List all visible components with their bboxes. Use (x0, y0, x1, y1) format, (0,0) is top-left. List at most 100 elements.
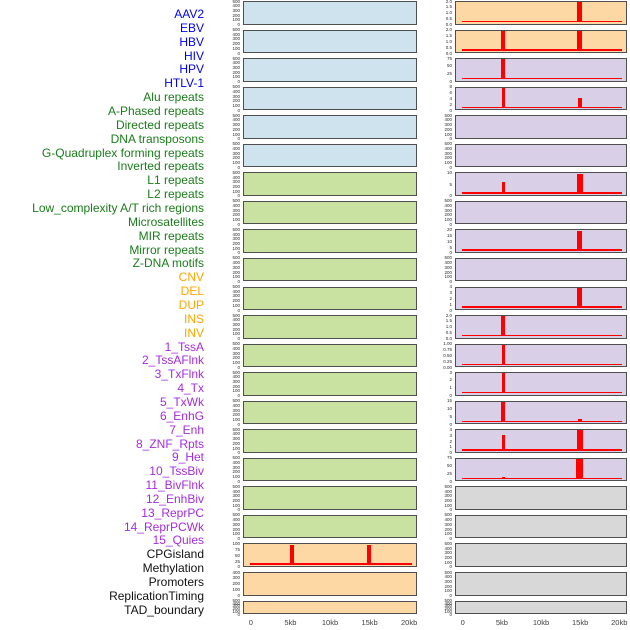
y-tick-label: 100 (444, 588, 452, 594)
track-panel-5-txwk (455, 172, 627, 196)
track-label-aav2: AAV2 (174, 7, 204, 21)
y-tick-label: 2.0 (445, 0, 452, 4)
y-tick-label: 5 (449, 413, 452, 419)
track-label-4-tx: 4_Tx (177, 381, 204, 396)
signal-baseline (461, 363, 623, 365)
track-panel-dna-transposons (243, 257, 417, 282)
y-tick-label: 500 (232, 112, 240, 118)
y-tick-label: 100 (444, 274, 452, 280)
y-tick-label: 500 (232, 483, 240, 489)
y-tick-label: 200 (444, 269, 452, 275)
y-tick-label: 300 (232, 321, 240, 327)
y-tick-label: 100 (232, 45, 240, 51)
y-tick-label: 200 (232, 412, 240, 418)
track-label-del: DEL (180, 284, 204, 299)
y-tick-label: 300 (444, 550, 452, 556)
y-tick-label: 300 (232, 93, 240, 99)
track-label-hiv: HIV (183, 48, 204, 63)
y-tick-label: 400 (232, 88, 240, 94)
track-label-5-txwk: 5_TxWk (159, 394, 204, 409)
y-tick-label: 300 (232, 179, 240, 185)
y-tick-label: 400 (232, 374, 240, 380)
track-label-14-reprpcwk: 14_ReprPCWk (123, 519, 204, 534)
track-label-3-txflnk: 3_TxFlnk (154, 367, 204, 382)
track-label-15-quies: 15_Quies (152, 533, 204, 548)
track-panel-tad-boundary (455, 600, 627, 615)
y-tick-label: 500 (232, 312, 240, 318)
y-tick-label: 75 (234, 546, 240, 552)
y-tick-label: 0 (449, 450, 452, 456)
track-panel-directed-repeats (243, 229, 417, 253)
y-tick-label: 4 (449, 284, 452, 289)
y-tick-label: 400 (232, 260, 240, 266)
track-panel-ins (455, 1, 627, 25)
track-label-13-reprpc: 13_ReprPC (141, 505, 204, 520)
y-tick-label: 300 (232, 603, 240, 609)
y-tick-label: 500 (232, 426, 240, 432)
track-label-microsatellites: Microsatellites (127, 214, 204, 229)
track-panel-hiv (243, 86, 417, 111)
y-tick-label: 0 (237, 278, 240, 284)
y-tick-label: 0 (449, 278, 452, 284)
y-tick-label: 400 (232, 569, 240, 575)
track-panel-6-enhg (455, 200, 627, 225)
track-panel-mir-repeats (243, 457, 417, 482)
signal-spike (577, 418, 582, 422)
y-tick-label: 300 (232, 436, 240, 442)
y-tick-label: 200 (232, 12, 240, 18)
track-panel-2-tssaflnk (455, 86, 627, 111)
y-tick-label: 100 (232, 445, 240, 451)
y-tick-label: 200 (444, 583, 452, 589)
track-panel-promoters (455, 543, 627, 567)
track-label-10-tssbiv: 10_TssBiv (149, 464, 204, 479)
y-tick-label: 25 (234, 558, 240, 564)
y-tick-label: 200 (232, 69, 240, 75)
y-tick-label: 0.00 (443, 364, 452, 370)
y-tick-label: 200 (232, 155, 240, 161)
y-tick-label: 0 (237, 478, 240, 484)
track-panel-14-reprpcwk (455, 429, 627, 453)
y-tick-label: 500 (232, 455, 240, 461)
y-tick-label: 100 (232, 608, 240, 614)
signal-baseline (461, 49, 623, 51)
y-tick-label: 10 (446, 238, 452, 244)
signal-spike (577, 2, 583, 23)
y-tick-label: 400 (232, 345, 240, 351)
y-tick-label: 500 (444, 512, 452, 518)
y-tick-label: 20 (446, 226, 452, 232)
y-tick-label: 100 (444, 608, 452, 614)
signal-spike (577, 230, 583, 251)
signal-baseline (461, 78, 623, 80)
track-label-7-enh: 7_Enh (169, 422, 204, 437)
y-tick-label: 0 (237, 507, 240, 513)
y-tick-label: 8 (449, 84, 452, 90)
signal-spike (367, 544, 372, 565)
y-tick-label: 0 (237, 336, 240, 342)
y-tick-label: 0 (449, 107, 452, 113)
y-tick-label: 300 (444, 207, 452, 213)
y-tick-label: 0 (237, 193, 240, 199)
y-tick-label: 400 (232, 31, 240, 37)
y-tick-label: 300 (444, 493, 452, 499)
y-tick-label: 0 (237, 593, 240, 598)
track-label-tad-boundary: TAD_boundary (124, 602, 204, 617)
signal-baseline (461, 334, 623, 337)
track-label-directed-repeats: Directed repeats (115, 117, 204, 132)
y-tick-label: 400 (444, 145, 452, 151)
signal-spike (577, 30, 583, 51)
y-tick-label: 2 (449, 295, 452, 301)
y-tick-label: 500 (232, 598, 240, 604)
track-label-alu-repeats: Alu repeats (143, 90, 204, 105)
y-tick-label: 0 (449, 79, 452, 85)
y-tick-label: 0 (449, 421, 452, 427)
y-tick-label: 500 (232, 27, 240, 33)
y-tick-label: 100 (232, 331, 240, 337)
signal-baseline (461, 249, 623, 251)
y-tick-label: 400 (444, 600, 452, 606)
y-tick-label: 200 (232, 241, 240, 246)
track-panel-ebv (243, 29, 417, 54)
signal-baseline (461, 192, 623, 194)
y-tick-label: 0.50 (443, 352, 452, 358)
signal-spike (577, 287, 583, 308)
y-tick-label: 500 (232, 255, 240, 261)
